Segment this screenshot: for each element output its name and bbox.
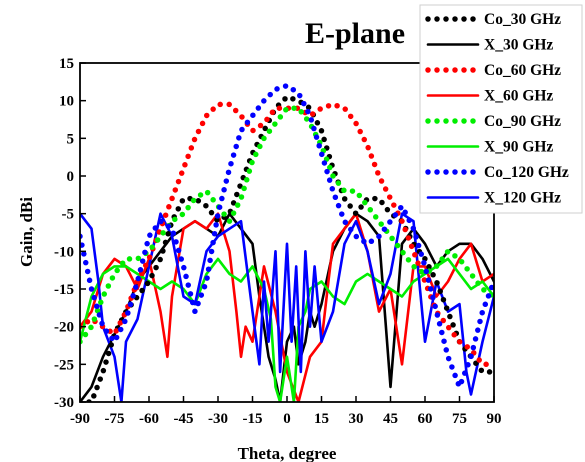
x-axis-title: Theta, degree [238,444,337,462]
x-tick-label: -60 [139,411,159,427]
legend-label: X_60 GHz [484,88,553,105]
legend-label: X_120 GHz [484,190,561,207]
series-line-co-30-ghz [80,94,494,402]
y-tick-label: 0 [67,169,75,185]
x-tick-label: -90 [70,411,90,427]
x-tick-label: -30 [208,411,228,427]
legend-label: Co_90 GHz [484,113,561,130]
plot-area [80,82,494,402]
y-tick-label: -10 [54,244,74,260]
y-tick-label: 10 [59,94,74,110]
x-tick-label: 90 [487,411,502,427]
x-tick-label: 75 [452,411,467,427]
x-tick-label: 60 [418,411,433,427]
legend-label: X_90 GHz [484,139,553,156]
x-tick-label: 30 [349,411,364,427]
legend-label: Co_120 GHz [484,164,569,181]
legend-box [419,4,583,214]
y-tick-label: 5 [67,131,75,147]
series-line-co-90-ghz [80,105,494,345]
y-tick-label: -20 [54,320,74,336]
x-tick-label: 0 [283,411,291,427]
x-tick-label: -75 [105,411,125,427]
y-tick-label: -5 [62,207,75,223]
legend-label: X_30 GHz [484,37,553,54]
axes: -90 -75 -60 -45 -30 -15 0 15 30 45 60 75 90 -30 -25 -20… [54,56,502,427]
series-line-x-90-ghz [80,257,494,402]
chart-title: E-plane [305,17,405,50]
y-tick-label: -25 [54,357,74,373]
legend-label: Co_60 GHz [484,62,561,79]
y-tick-label: 15 [59,56,74,72]
legend: Co_30 GHz X_30 GHz Co_60 GHz X_60 GHz Co_90 … [419,4,583,214]
x-tick-label: -15 [243,411,263,427]
y-axis-title: Gain, dBi [17,197,36,267]
y-tick-label: -15 [54,282,74,298]
x-tick-label: 45 [383,411,398,427]
series-line-co-120-ghz [80,82,494,390]
x-tick-label: -45 [174,411,194,427]
legend-label: Co_30 GHz [484,11,561,28]
y-tick-label: -30 [54,395,74,411]
x-tick-label: 15 [314,411,329,427]
series-group [80,82,494,402]
